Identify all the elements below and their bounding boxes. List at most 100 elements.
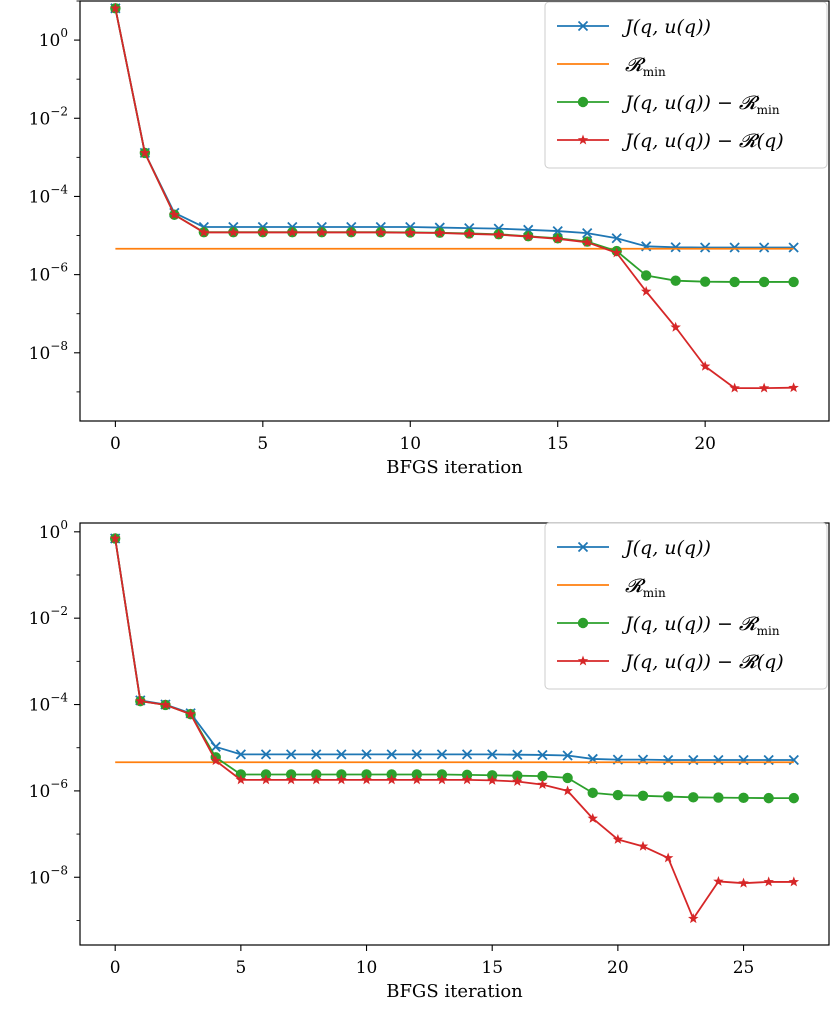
y-tick-label: 10−6 (29, 261, 68, 286)
plot-frame (79, 522, 830, 946)
legend: J(q, u(q)) 𝓡min J(q, u(q)) − 𝓡min J(q, u(q)… (544, 522, 828, 690)
data-point-0 (361, 749, 372, 760)
data-point-0 (411, 749, 422, 760)
data-point-3 (640, 286, 652, 296)
data-point-0 (285, 749, 297, 760)
x-axis-label: BFGS iteration (386, 457, 523, 478)
legend-marker-3 (577, 134, 589, 145)
series-line-3 (114, 8, 794, 390)
y-tick-label: 10−2 (29, 604, 68, 629)
data-point-2 (729, 276, 740, 288)
data-point-3 (260, 774, 272, 785)
data-point-3 (169, 209, 180, 220)
data-point-3 (688, 913, 699, 924)
x-tick-label: 20 (694, 434, 716, 454)
data-point-3 (581, 236, 593, 247)
data-point-3 (611, 247, 622, 258)
legend-entry-2: J(q, u(q)) − 𝓡min (621, 92, 780, 117)
legend-entry-1: 𝓡min (625, 575, 666, 600)
x-tick-label: 15 (547, 434, 569, 454)
x-tick-label: 0 (110, 434, 121, 454)
data-point-3 (729, 382, 740, 393)
data-point-3 (713, 875, 724, 886)
data-point-3 (552, 233, 563, 244)
data-point-3 (434, 227, 445, 238)
data-point-3 (109, 533, 121, 543)
data-point-3 (461, 774, 473, 785)
x-axis-label: BFGS iteration (386, 981, 523, 1002)
data-point-3 (612, 833, 624, 844)
data-point-3 (336, 774, 347, 785)
x-tick-label: 10 (356, 958, 378, 978)
data-point-3 (185, 708, 196, 719)
data-point-0 (336, 749, 347, 760)
x-tick-label: 0 (110, 958, 121, 978)
data-point-3 (464, 228, 475, 239)
data-point-2 (512, 770, 523, 781)
data-point-3 (662, 852, 674, 863)
data-point-0 (788, 242, 799, 253)
data-point-2 (612, 789, 624, 801)
plot-frame (79, 0, 830, 422)
data-point-0 (461, 749, 473, 760)
data-point-3 (486, 774, 498, 785)
data-point-3 (139, 147, 151, 158)
x-tick-label: 20 (607, 958, 629, 978)
data-point-0 (562, 750, 573, 761)
y-tick-label: 100 (39, 26, 68, 51)
y-tick-label: 10−2 (29, 104, 68, 129)
series-line-2 (114, 538, 794, 800)
data-point-3 (763, 876, 774, 887)
chart-bottom: 0 5 10 15 20 25 100 10−2 10−4 10−6 10−8 BFGS iterat… (29, 518, 830, 1002)
data-point-3 (198, 226, 210, 237)
legend-entry-3: J(q, u(q)) − 𝓡(q) (621, 130, 784, 152)
data-point-3 (375, 226, 387, 237)
legend-frame (544, 522, 828, 690)
y-tick-label: 100 (39, 518, 68, 543)
chart-top: 0 5 10 15 20 100 10−2 10−4 10−6 10−8 BFGS iteratio… (29, 0, 830, 478)
legend-entry-0: J(q, u(q)) (621, 16, 711, 38)
y-tick-label: 10−6 (29, 777, 68, 802)
data-point-0 (729, 242, 740, 253)
data-point-2 (788, 792, 800, 804)
data-point-2 (562, 772, 573, 784)
data-point-2 (763, 792, 774, 804)
x-tick-label: 5 (257, 434, 268, 454)
legend-marker-0 (577, 541, 589, 553)
data-point-3 (788, 876, 800, 887)
data-point-0 (311, 749, 322, 760)
data-point-3 (210, 755, 221, 766)
data-point-2 (662, 791, 674, 802)
legend-marker-0 (577, 20, 589, 32)
data-point-3 (411, 774, 423, 785)
data-point-2 (537, 770, 548, 782)
y-tick-label: 10−4 (29, 182, 69, 207)
data-point-3 (587, 812, 598, 823)
data-point-3 (738, 877, 749, 888)
data-point-0 (512, 749, 523, 760)
data-point-0 (670, 242, 681, 253)
legend-marker-3 (577, 655, 589, 666)
data-point-0 (758, 242, 770, 253)
data-point-3 (386, 774, 397, 785)
data-point-2 (640, 270, 652, 281)
data-point-2 (587, 787, 598, 799)
data-point-3 (228, 226, 239, 237)
data-point-3 (405, 227, 416, 238)
legend-entry-2: J(q, u(q)) − 𝓡min (621, 613, 780, 638)
data-point-0 (582, 228, 593, 239)
legend-marker-2 (577, 617, 589, 629)
data-point-2 (688, 792, 699, 803)
legend: J(q, u(q)) 𝓡min J(q, u(q)) − 𝓡min J(q, u(q)… (544, 1, 828, 169)
data-point-0 (611, 233, 622, 244)
data-point-3 (522, 231, 534, 242)
y-tick-label: 10−4 (29, 691, 69, 716)
data-point-3 (361, 774, 372, 785)
data-point-2 (713, 792, 724, 803)
data-point-3 (110, 2, 121, 13)
data-point-2 (637, 790, 649, 802)
legend-entry-3: J(q, u(q)) − 𝓡(q) (621, 651, 784, 673)
data-point-2 (758, 276, 770, 288)
data-point-3 (316, 226, 328, 237)
